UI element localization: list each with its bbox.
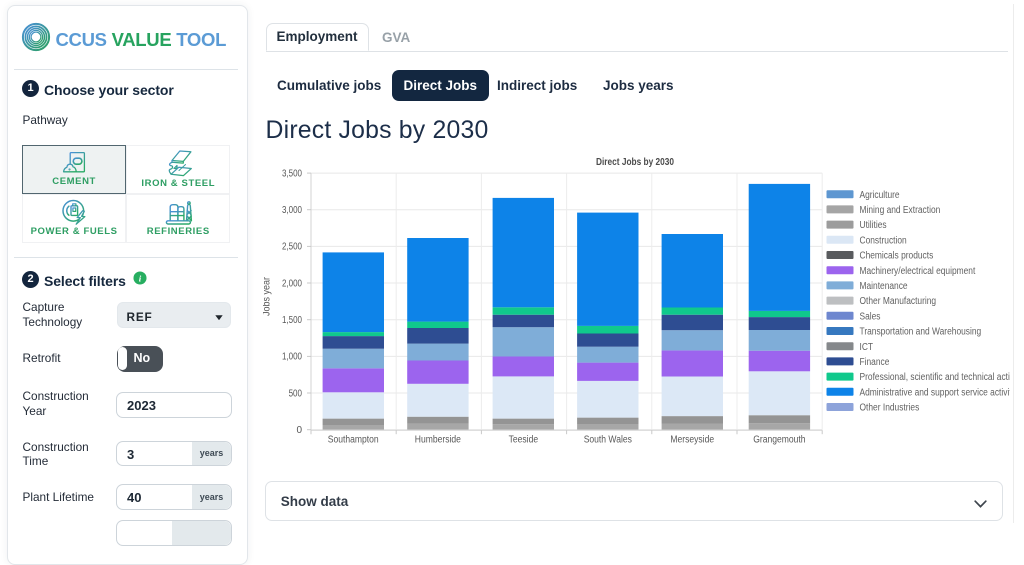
svg-text:Humberside: Humberside	[415, 434, 461, 445]
svg-text:1,000: 1,000	[282, 352, 302, 363]
svg-text:Agriculture: Agriculture	[860, 190, 900, 201]
svg-text:1,500: 1,500	[282, 315, 302, 326]
svg-text:Teeside: Teeside	[509, 434, 539, 445]
svg-text:500: 500	[289, 388, 303, 399]
svg-text:3,000: 3,000	[282, 205, 302, 216]
svg-text:2,500: 2,500	[282, 242, 302, 253]
svg-text:Mining and Extraction: Mining and Extraction	[860, 205, 941, 216]
svg-text:Transportation and Warehousing: Transportation and Warehousing	[860, 327, 982, 338]
svg-text:ICT: ICT	[860, 342, 874, 353]
svg-text:Merseyside: Merseyside	[670, 434, 714, 445]
svg-text:Maintenance: Maintenance	[860, 281, 908, 292]
svg-text:Finance: Finance	[860, 357, 890, 368]
svg-text:i: i	[138, 273, 141, 283]
svg-text:Utilities: Utilities	[860, 220, 887, 231]
svg-text:2,000: 2,000	[282, 278, 302, 289]
svg-text:South Wales: South Wales	[584, 434, 632, 445]
svg-text:Administrative and support ser: Administrative and support service activ…	[860, 387, 1011, 398]
svg-text:Sales: Sales	[860, 311, 881, 322]
svg-text:Direct Jobs by 2030: Direct Jobs by 2030	[596, 156, 674, 168]
svg-text:Chemicals products: Chemicals products	[860, 251, 934, 262]
svg-text:Jobs year: Jobs year	[263, 276, 273, 316]
svg-text:0: 0	[296, 425, 302, 436]
svg-text:Southampton: Southampton	[328, 434, 379, 445]
svg-text:Grangemouth: Grangemouth	[753, 434, 805, 445]
svg-text:3,500: 3,500	[282, 168, 302, 179]
svg-text:Other Manufacturing: Other Manufacturing	[860, 296, 937, 307]
svg-text:Other Industries: Other Industries	[860, 403, 920, 414]
svg-text:Machinery/electrical equipment: Machinery/electrical equipment	[860, 266, 976, 277]
svg-text:Professional, scientific and t: Professional, scientific and technical a…	[860, 372, 1011, 383]
svg-text:Construction: Construction	[860, 235, 907, 246]
